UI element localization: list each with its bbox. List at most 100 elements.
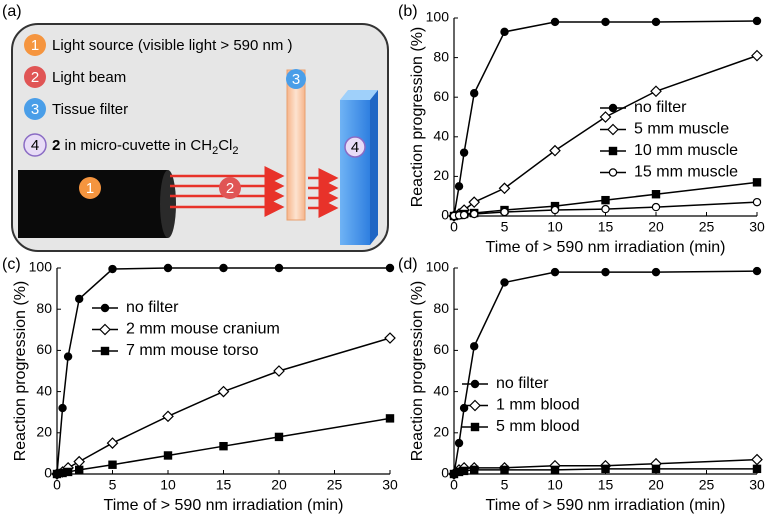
x-axis-label: Time of > 590 nm irradiation (min) — [486, 239, 726, 256]
marker — [162, 410, 174, 423]
legend-label: 1 mm blood — [496, 397, 580, 414]
panel-label: (d) — [398, 256, 418, 273]
light-source-end — [160, 170, 176, 238]
y-tick-label: 40 — [36, 382, 52, 398]
y-tick-label: 0 — [441, 465, 449, 481]
x-tick-label: 30 — [749, 219, 765, 235]
marker — [601, 267, 610, 277]
marker — [651, 464, 661, 474]
x-tick-label: 15 — [598, 477, 614, 493]
x-tick-label: 30 — [382, 477, 398, 493]
marker — [500, 465, 509, 475]
chart: (c) 0 20 40 60 80 100 0 5 10 15 20 25 30 Time of > 590… — [2, 256, 398, 514]
marker — [550, 465, 560, 475]
marker — [470, 209, 479, 219]
x-tick-label: 15 — [598, 219, 614, 235]
marker — [470, 342, 479, 351]
marker — [58, 403, 67, 413]
legend-label: no filter — [496, 375, 549, 392]
item-badge — [286, 69, 306, 89]
item-text: 2 in micro-cuvette in CH2Cl2 — [52, 137, 238, 157]
marker — [608, 168, 618, 177]
chart: (b) 0 20 40 60 80 100 0 5 10 15 20 25 30 Time of > 590… — [398, 3, 765, 256]
item-badge — [344, 136, 366, 158]
marker — [74, 294, 84, 304]
legend-label: 2 mm mouse cranium — [126, 321, 280, 338]
item-number: 4 — [31, 137, 39, 154]
marker — [651, 267, 661, 277]
legend-label: 15 mm muscle — [634, 164, 738, 181]
marker — [599, 111, 612, 123]
marker — [100, 346, 110, 356]
marker — [550, 17, 560, 27]
subscript: 2 — [212, 145, 218, 157]
marker — [752, 178, 762, 187]
marker — [608, 103, 618, 113]
cuvette-top — [340, 90, 378, 100]
marker — [385, 414, 395, 423]
x-tick-label: 15 — [216, 477, 232, 493]
chart: (d) 0 20 40 60 80 100 0 5 10 15 20 25 30 Time of > 590… — [398, 256, 765, 514]
x-tick-label: 10 — [547, 219, 563, 235]
panel-label: (a) — [2, 3, 22, 20]
item-text: Tissue filter — [52, 101, 128, 118]
y-tick-label: 40 — [433, 382, 449, 398]
marker — [751, 453, 763, 466]
y-tick-label: 60 — [433, 88, 449, 104]
x-tick-label: 10 — [547, 477, 563, 493]
marker — [459, 148, 469, 157]
x-tick-label: 0 — [450, 477, 458, 493]
marker — [163, 451, 173, 460]
marker — [468, 196, 481, 208]
item-number: 3 — [31, 101, 39, 118]
marker — [550, 267, 560, 277]
x-tick-label: 25 — [327, 477, 343, 493]
marker — [100, 303, 110, 313]
y-tick-label: 80 — [36, 300, 52, 316]
x-tick-label: 0 — [450, 219, 458, 235]
item-badge — [24, 98, 46, 120]
y-axis-label: Reaction progression (%) — [409, 281, 426, 462]
x-tick-label: 25 — [699, 477, 715, 493]
tissue-filter — [286, 69, 306, 221]
y-tick-label: 100 — [426, 9, 450, 25]
marker — [108, 460, 117, 469]
item-number: 2 — [31, 69, 39, 86]
marker — [752, 197, 762, 207]
marker — [651, 190, 661, 199]
legend-label: no filter — [126, 299, 179, 316]
x-tick-label: 20 — [648, 477, 664, 493]
y-axis-label: Reaction progression (%) — [12, 281, 29, 462]
marker — [549, 144, 561, 157]
item-number: 1 — [86, 180, 94, 197]
marker — [752, 16, 762, 26]
marker — [274, 432, 284, 442]
y-tick-label: 20 — [433, 424, 449, 440]
marker — [385, 263, 395, 273]
item-badge — [23, 133, 47, 157]
item-number: 2 — [226, 180, 234, 197]
marker — [601, 464, 610, 474]
compound: 2 — [52, 137, 60, 154]
marker — [274, 263, 284, 273]
y-tick-label: 20 — [433, 167, 449, 183]
x-tick-label: 20 — [271, 477, 287, 493]
item-badge — [219, 177, 241, 199]
marker — [163, 263, 173, 273]
marker — [454, 182, 464, 191]
x-axis-label: Time of > 590 nm irradiation (min) — [486, 497, 726, 514]
marker — [470, 89, 479, 98]
x-tick-label: 5 — [501, 219, 509, 235]
item-number: 1 — [31, 37, 39, 54]
marker — [651, 17, 661, 27]
legend-label: 7 mm mouse torso — [126, 342, 259, 359]
marker — [63, 467, 73, 477]
y-tick-label: 60 — [433, 341, 449, 357]
x-tick-label: 10 — [160, 477, 176, 493]
y-tick-label: 0 — [44, 465, 52, 481]
x-tick-label: 5 — [501, 477, 509, 493]
marker — [751, 49, 763, 62]
x-axis-label: Time of > 590 nm irradiation (min) — [104, 497, 344, 514]
